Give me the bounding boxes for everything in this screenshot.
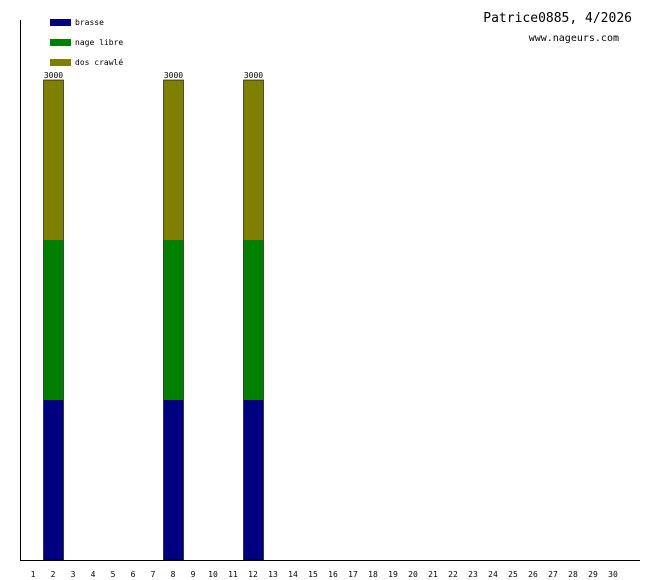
x-tick-labels: 1 2 3 4 5 6 7 8 9 10 11 12 13 14 15 16 17 18 19 20 21 22 23 24 2… xyxy=(31,570,618,579)
x-tick-label-25: 25 xyxy=(508,570,518,579)
x-tick-label-21: 21 xyxy=(428,570,438,579)
x-tick-label-7: 7 xyxy=(151,570,156,579)
x-tick-label-10: 10 xyxy=(208,570,218,579)
bar-segment-nage-libre-8 xyxy=(163,240,184,400)
bar-segment-nage-libre-12 xyxy=(243,240,264,400)
x-tick-label-12: 12 xyxy=(248,570,258,579)
legend-label-brasse: brasse xyxy=(75,18,104,27)
legend: brasse nage libre dos crawlé xyxy=(50,18,123,67)
bar-segment-brasse-12 xyxy=(243,400,264,560)
x-tick-label-6: 6 xyxy=(131,570,136,579)
chart-subtitle: www.nageurs.com xyxy=(529,33,619,44)
x-tick-label-19: 19 xyxy=(388,570,398,579)
x-tick-label-4: 4 xyxy=(91,570,96,579)
x-tick-label-22: 22 xyxy=(448,570,458,579)
x-tick-label-13: 13 xyxy=(268,570,278,579)
x-tick-label-5: 5 xyxy=(111,570,116,579)
legend-swatch-brasse xyxy=(50,19,71,26)
x-tick-label-17: 17 xyxy=(348,570,358,579)
bars-group xyxy=(43,79,264,561)
x-tick-label-14: 14 xyxy=(288,570,298,579)
x-tick-label-20: 20 xyxy=(408,570,418,579)
x-tick-label-28: 28 xyxy=(568,570,578,579)
x-tick-label-30: 30 xyxy=(608,570,618,579)
x-tick-label-2: 2 xyxy=(51,570,56,579)
chart-title: Patrice0885, 4/2026 xyxy=(483,11,632,26)
bar-segment-brasse-2 xyxy=(43,400,64,560)
x-tick-label-26: 26 xyxy=(528,570,538,579)
x-tick-label-1: 1 xyxy=(31,570,36,579)
bar-segment-dos-crawlé-2 xyxy=(43,80,64,240)
x-tick-label-11: 11 xyxy=(228,570,238,579)
legend-label-nage-libre: nage libre xyxy=(75,38,123,47)
bar-segment-nage-libre-2 xyxy=(43,240,64,400)
x-tick-label-27: 27 xyxy=(548,570,558,579)
bar-total-label-2: 3000 xyxy=(44,71,63,80)
bar-total-label-12: 3000 xyxy=(244,71,263,80)
bar-total-label-8: 3000 xyxy=(164,71,183,80)
x-tick-label-29: 29 xyxy=(588,570,598,579)
legend-swatch-dos-crawlé xyxy=(50,59,71,66)
x-tick-label-16: 16 xyxy=(328,570,338,579)
x-tick-label-18: 18 xyxy=(368,570,378,579)
bar-segment-dos-crawlé-12 xyxy=(243,80,264,240)
bar-segment-brasse-8 xyxy=(163,400,184,560)
x-tick-label-9: 9 xyxy=(191,570,196,579)
x-tick-label-15: 15 xyxy=(308,570,318,579)
x-tick-label-23: 23 xyxy=(468,570,478,579)
bar-segment-dos-crawlé-8 xyxy=(163,80,184,240)
legend-swatch-nage-libre xyxy=(50,39,71,46)
x-tick-label-3: 3 xyxy=(71,570,76,579)
x-tick-label-8: 8 xyxy=(171,570,176,579)
bar-labels-group: 3000 3000 3000 xyxy=(44,71,263,80)
x-tick-label-24: 24 xyxy=(488,570,498,579)
legend-label-dos-crawlé: dos crawlé xyxy=(75,57,123,67)
